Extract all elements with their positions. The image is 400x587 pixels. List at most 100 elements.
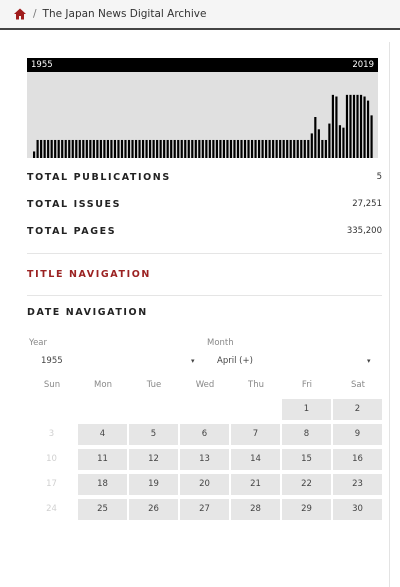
chart-bar[interactable] [131, 139, 134, 158]
calendar-day[interactable]: 26 [129, 499, 178, 520]
chart-bar[interactable] [338, 125, 342, 158]
chart-bar[interactable] [293, 139, 296, 158]
chart-bar[interactable] [198, 139, 201, 158]
chart-bar[interactable] [370, 115, 373, 158]
chart-bar[interactable] [47, 139, 50, 158]
calendar-day[interactable]: 28 [231, 499, 280, 520]
chart-bar[interactable] [96, 139, 99, 158]
breadcrumb-title[interactable]: The Japan News Digital Archive [42, 8, 207, 20]
chart-bar[interactable] [33, 151, 36, 158]
calendar-day[interactable]: 2 [333, 399, 382, 420]
year-select[interactable]: 1955 [41, 356, 63, 366]
chart-bar[interactable] [226, 139, 229, 158]
chart-bar[interactable] [240, 139, 243, 158]
chart-bar[interactable] [78, 139, 81, 158]
calendar-day[interactable]: 12 [129, 449, 178, 470]
chart-bar[interactable] [257, 139, 261, 158]
chart-bar[interactable] [177, 139, 180, 158]
chart-bar[interactable] [110, 139, 113, 158]
chart-bar[interactable] [268, 139, 271, 158]
year-chevron-down-icon[interactable]: ▾ [191, 357, 195, 365]
chart-bar[interactable] [152, 139, 155, 158]
chart-bar[interactable] [145, 139, 148, 158]
chart-bar[interactable] [229, 139, 233, 158]
chart-bar[interactable] [138, 139, 141, 158]
title-navigation-heading[interactable]: TITLE NAVIGATION [27, 269, 151, 280]
chart-bar[interactable] [85, 139, 88, 158]
calendar-day[interactable]: 22 [282, 474, 331, 495]
chart-bar[interactable] [194, 139, 197, 158]
chart-bar[interactable] [261, 139, 264, 158]
chart-bar[interactable] [314, 117, 317, 158]
chart-bar[interactable] [279, 139, 282, 158]
calendar-day[interactable]: 6 [180, 424, 229, 445]
chart-bar[interactable] [127, 139, 131, 158]
calendar-day[interactable]: 29 [282, 499, 331, 520]
chart-bar[interactable] [71, 139, 74, 158]
chart-bar[interactable] [324, 139, 327, 158]
chart-bar[interactable] [89, 139, 92, 158]
calendar-day[interactable]: 25 [78, 499, 127, 520]
chart-bar[interactable] [187, 139, 190, 158]
chart-bar[interactable] [205, 139, 208, 158]
calendar-day[interactable]: 15 [282, 449, 331, 470]
chart-bar[interactable] [43, 139, 46, 158]
chart-bar[interactable] [64, 139, 67, 158]
chart-bar[interactable] [272, 139, 275, 158]
chart-bar[interactable] [61, 139, 64, 158]
chart-bar[interactable] [134, 139, 138, 158]
chart-bar[interactable] [75, 139, 78, 158]
chart-bar[interactable] [50, 139, 53, 158]
chart-bar[interactable] [212, 139, 215, 158]
calendar-day[interactable]: 20 [180, 474, 229, 495]
chart-bar[interactable] [335, 96, 338, 159]
chart-bar[interactable] [36, 139, 39, 158]
chart-bar[interactable] [359, 94, 363, 158]
calendar-day[interactable]: 7 [231, 424, 280, 445]
chart-bar[interactable] [124, 139, 127, 158]
chart-bar[interactable] [233, 139, 236, 158]
calendar-day[interactable]: 16 [333, 449, 382, 470]
chart-bar[interactable] [180, 139, 183, 158]
chart-bar[interactable] [163, 139, 166, 158]
chart-bar[interactable] [328, 123, 331, 158]
chart-bar[interactable] [265, 139, 268, 158]
publication-timeline-chart[interactable]: 1955 2019 [27, 58, 378, 158]
calendar-day[interactable]: 11 [78, 449, 127, 470]
chart-bar[interactable] [92, 139, 95, 158]
chart-bar[interactable] [149, 139, 152, 158]
chart-bar[interactable] [219, 139, 222, 158]
home-icon[interactable] [13, 7, 27, 21]
chart-bar[interactable] [352, 94, 356, 158]
chart-bar[interactable] [191, 139, 194, 158]
chart-bar[interactable] [342, 127, 345, 158]
calendar-day[interactable]: 18 [78, 474, 127, 495]
chart-bar[interactable] [57, 139, 60, 158]
chart-bar[interactable] [222, 139, 226, 158]
calendar-day[interactable]: 8 [282, 424, 331, 445]
chart-bar[interactable] [300, 139, 303, 158]
calendar-day[interactable]: 21 [231, 474, 280, 495]
chart-bar[interactable] [243, 139, 247, 158]
calendar-day[interactable]: 4 [78, 424, 127, 445]
calendar-day[interactable]: 27 [180, 499, 229, 520]
chart-bar[interactable] [106, 139, 109, 158]
calendar-day[interactable]: 1 [282, 399, 331, 420]
chart-bar[interactable] [296, 139, 299, 158]
chart-bar[interactable] [303, 139, 306, 158]
chart-bar[interactable] [40, 139, 43, 158]
chart-bar[interactable] [184, 139, 187, 158]
chart-bar[interactable] [159, 139, 162, 158]
chart-bar[interactable] [201, 139, 204, 158]
chart-bar[interactable] [120, 139, 124, 158]
chart-bar[interactable] [250, 139, 254, 158]
chart-bar[interactable] [208, 139, 211, 158]
chart-bar[interactable] [156, 139, 159, 158]
chart-bar[interactable] [349, 94, 352, 158]
chart-bar[interactable] [345, 94, 349, 158]
chart-bar[interactable] [286, 139, 289, 158]
chart-bar[interactable] [247, 139, 250, 158]
chart-bar[interactable] [166, 139, 169, 158]
chart-bar[interactable] [356, 94, 359, 158]
chart-bar[interactable] [54, 139, 57, 158]
